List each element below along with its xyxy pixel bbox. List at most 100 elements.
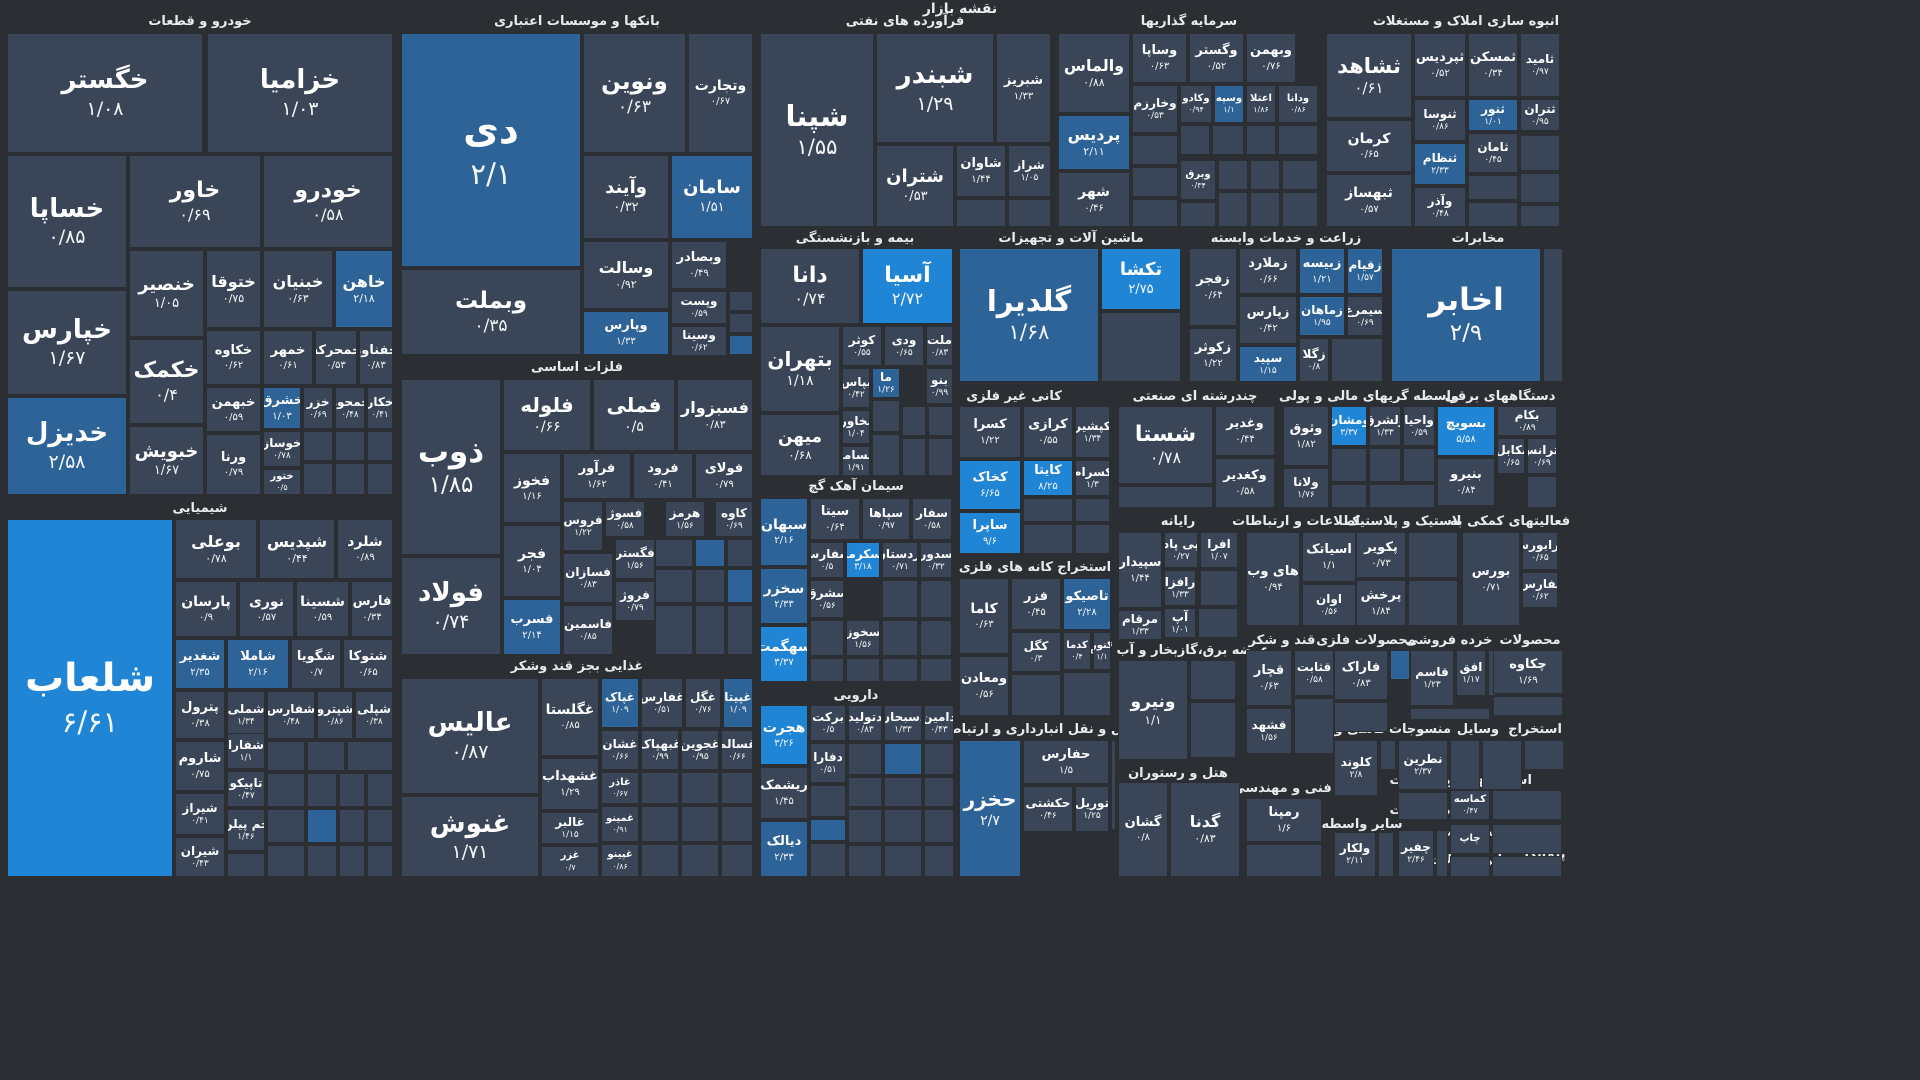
treemap-tile[interactable] xyxy=(1436,830,1448,877)
treemap-tile[interactable] xyxy=(1218,160,1248,190)
treemap-tile[interactable] xyxy=(902,406,926,436)
stock-tile[interactable]: بکابل۰/۶۵ xyxy=(1497,438,1525,474)
stock-tile[interactable]: ومعادن ۰/۵۶ xyxy=(959,656,1009,716)
treemap-tile[interactable] xyxy=(920,580,952,618)
stock-tile[interactable]: کماسه ۰/۴۷ xyxy=(1450,790,1490,820)
stock-tile[interactable]: سپاها ۰/۹۷ xyxy=(862,498,910,540)
stock-tile[interactable]: شتران ۰/۵۳ xyxy=(876,145,954,227)
treemap-tile[interactable] xyxy=(641,772,679,804)
stock-tile[interactable]: والماس ۰/۸۸ xyxy=(1058,33,1130,113)
stock-tile[interactable]: زبیسه ۱/۲۱ xyxy=(1299,248,1345,294)
treemap-tile[interactable] xyxy=(924,777,954,807)
stock-tile[interactable]: کوثر ۰/۵۵ xyxy=(842,326,882,366)
treemap-tile[interactable] xyxy=(655,605,693,655)
stock-tile[interactable]: هجرت ۳/۲۶ xyxy=(760,705,808,765)
treemap-tile[interactable] xyxy=(924,743,954,775)
stock-tile[interactable]: خدیزل ۲/۵۸ xyxy=(7,397,127,495)
stock-tile[interactable]: ونیرو ۱/۱ xyxy=(1118,660,1188,760)
treemap-tile[interactable] xyxy=(267,741,305,771)
stock-tile[interactable]: خبهمن ۰/۵۹ xyxy=(206,387,261,432)
stock-tile[interactable]: کنور۱/۱ xyxy=(1093,632,1111,670)
stock-tile[interactable]: شپدیس ۰/۴۴ xyxy=(259,519,335,579)
stock-tile[interactable]: آسیا ۲/۷۲ xyxy=(862,248,953,324)
stock-tile[interactable]: زپارس ۰/۴۲ xyxy=(1239,296,1297,344)
stock-tile[interactable]: عالیس ۰/۸۷ xyxy=(401,678,539,794)
treemap-tile[interactable] xyxy=(307,809,337,843)
stock-tile[interactable]: خفناور ۰/۸۳ xyxy=(359,330,393,385)
treemap-tile[interactable] xyxy=(884,845,922,877)
stock-tile[interactable]: پارسان ۰/۹ xyxy=(175,581,237,637)
treemap-tile[interactable] xyxy=(1380,740,1396,770)
treemap-tile[interactable] xyxy=(872,400,900,432)
stock-tile[interactable]: دسبحان۱/۳۳ xyxy=(884,705,922,741)
stock-tile[interactable]: زماهان ۱/۹۵ xyxy=(1299,296,1345,336)
treemap-tile[interactable] xyxy=(1075,524,1110,554)
stock-tile[interactable]: شبندر ۱/۲۹ xyxy=(876,33,994,143)
treemap-tile[interactable] xyxy=(1331,484,1367,508)
treemap-tile[interactable] xyxy=(303,463,333,495)
treemap-tile[interactable] xyxy=(1492,790,1562,820)
stock-tile[interactable]: بنیرو ۰/۸۴ xyxy=(1437,458,1495,506)
stock-tile[interactable]: غجوین ۰/۹۵ xyxy=(681,730,719,770)
treemap-tile[interactable] xyxy=(729,291,753,311)
treemap-tile[interactable] xyxy=(1390,650,1410,680)
treemap-tile[interactable] xyxy=(695,605,725,655)
stock-tile[interactable]: خگستر ۱/۰۸ xyxy=(7,33,203,153)
stock-tile[interactable]: زکوثر ۱/۲۲ xyxy=(1189,328,1237,382)
stock-tile[interactable]: غگل ۰/۷۶ xyxy=(685,678,721,728)
treemap-tile[interactable] xyxy=(848,845,882,877)
stock-tile[interactable]: وسپه ۱/۱ xyxy=(1214,85,1244,123)
treemap-tile[interactable] xyxy=(729,313,753,333)
stock-tile[interactable]: خمهر ۰/۶۱ xyxy=(263,330,313,385)
stock-tile[interactable]: کپشیر ۱/۳۴ xyxy=(1075,406,1110,458)
treemap-tile[interactable] xyxy=(1190,660,1236,700)
treemap-tile[interactable] xyxy=(1369,448,1401,482)
stock-tile[interactable]: ثنظام ۲/۳۳ xyxy=(1414,143,1466,185)
stock-tile[interactable]: فاسمین ۰/۸۵ xyxy=(563,605,613,655)
stock-tile[interactable]: چفیر ۲/۴۶ xyxy=(1398,830,1434,877)
treemap-tile[interactable] xyxy=(1118,486,1213,508)
stock-tile[interactable]: خوساز ۰/۷۸ xyxy=(263,431,301,467)
stock-tile[interactable]: فارس ۰/۳۴ xyxy=(351,581,393,637)
stock-tile[interactable]: فسوژ ۰/۵۸ xyxy=(605,501,645,537)
treemap-tile[interactable] xyxy=(1378,832,1394,877)
treemap-tile[interactable] xyxy=(1132,199,1178,227)
treemap-tile[interactable] xyxy=(721,806,753,842)
stock-tile[interactable]: گدنا ۰/۸۳ xyxy=(1170,782,1240,877)
treemap-tile[interactable] xyxy=(1524,740,1564,770)
stock-tile[interactable]: تاصیکو ۲/۲۸ xyxy=(1063,578,1111,630)
stock-tile[interactable]: اسیاتک ۱/۱ xyxy=(1302,532,1356,582)
treemap-tile[interactable] xyxy=(810,819,846,841)
stock-tile[interactable]: فگستر ۱/۵۶ xyxy=(615,539,655,579)
stock-tile[interactable]: ختور ۰/۵ xyxy=(263,469,301,495)
stock-tile[interactable]: غفارس ۰/۵۱ xyxy=(641,678,683,728)
treemap-tile[interactable] xyxy=(882,658,918,682)
treemap-tile[interactable] xyxy=(727,539,753,567)
stock-tile[interactable]: خکاوه ۰/۶۲ xyxy=(206,330,261,385)
stock-tile[interactable]: سدور ۰/۳۲ xyxy=(920,542,952,578)
treemap-tile[interactable] xyxy=(1180,202,1216,227)
stock-tile[interactable]: شغدیر ۲/۳۵ xyxy=(175,639,225,689)
treemap-tile[interactable] xyxy=(1023,498,1073,522)
treemap-tile[interactable] xyxy=(1180,125,1210,155)
treemap-tile[interactable] xyxy=(928,438,953,476)
stock-tile[interactable]: کایتا ۸/۲۵ xyxy=(1023,460,1073,496)
treemap-tile[interactable] xyxy=(872,434,900,476)
stock-tile[interactable]: سفار ۰/۵۸ xyxy=(912,498,952,540)
stock-tile[interactable]: وبرق ۰/۳۴ xyxy=(1180,160,1216,200)
treemap-tile[interactable] xyxy=(1132,167,1178,197)
stock-tile[interactable]: غشهداب ۱/۲۹ xyxy=(541,758,599,810)
stock-tile[interactable]: کلوند ۲/۸ xyxy=(1334,740,1378,796)
treemap-tile[interactable] xyxy=(848,743,882,775)
stock-tile[interactable]: خزامیا ۱/۰۳ xyxy=(207,33,393,153)
stock-tile[interactable]: پردیس ۲/۱۱ xyxy=(1058,115,1130,170)
treemap-tile[interactable] xyxy=(307,773,337,807)
treemap-tile[interactable] xyxy=(681,772,719,804)
stock-tile[interactable]: شپترو ۰/۸۶ xyxy=(317,691,353,739)
stock-tile[interactable]: توریل ۱/۲۵ xyxy=(1075,786,1109,832)
stock-tile[interactable]: شگویا ۰/۷ xyxy=(291,639,341,689)
treemap-tile[interactable] xyxy=(681,806,719,842)
stock-tile[interactable]: وآذر ۰/۴۸ xyxy=(1414,187,1466,227)
stock-tile[interactable]: شملی ۱/۳۴ xyxy=(227,691,265,739)
treemap-tile[interactable] xyxy=(727,569,753,603)
